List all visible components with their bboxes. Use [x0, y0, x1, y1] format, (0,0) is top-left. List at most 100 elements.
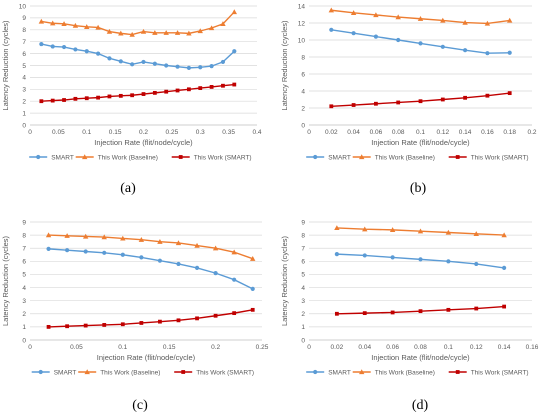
data-point: [102, 250, 107, 255]
legend-item: This Work (Baseline): [352, 154, 435, 161]
panel-label: (d): [412, 398, 429, 413]
data-point: [250, 286, 255, 291]
data-point: [141, 59, 146, 65]
series-smart: [329, 27, 512, 56]
y-tick-label: 5: [22, 272, 26, 279]
series-smart: [334, 252, 507, 270]
y-tick-label: 6: [22, 51, 26, 58]
data-point: [50, 44, 55, 49]
legend-item: SMART: [306, 154, 351, 161]
legend-item: This Work (SMART): [448, 154, 529, 161]
data-point: [65, 248, 70, 253]
legend-item: This Work (Baseline): [75, 154, 158, 161]
legend-item: SMART: [31, 369, 77, 376]
y-tick-label: 0: [301, 122, 305, 129]
data-point: [507, 91, 512, 96]
data-point: [440, 44, 445, 49]
series-line: [41, 83, 235, 102]
x-tick-label: 0: [28, 129, 32, 136]
data-point: [440, 97, 445, 102]
chart-panel-d: 0 1 2 3 4 5 6 7 8 9 0 0.02 0.04 0.06 0.08 0.1 0.12 0.14 0.…: [280, 219, 539, 413]
y-tick-label: 9: [22, 15, 26, 22]
data-point: [462, 19, 468, 25]
y-tick-label: 8: [22, 27, 26, 34]
data-point: [83, 249, 88, 254]
series-smart: [39, 41, 237, 70]
x-tick-label: 0.05: [70, 344, 83, 351]
data-point: [250, 256, 256, 261]
x-tick-label: 0.1: [82, 129, 91, 136]
data-point: [139, 255, 144, 260]
data-point: [46, 246, 51, 251]
x-tick-label: 0.02: [331, 344, 344, 351]
y-tick-label: 0: [22, 122, 26, 129]
x-tick-label: 0: [307, 344, 311, 351]
legend-label: SMART: [328, 154, 351, 161]
data-point: [157, 238, 163, 244]
y-tick-label: 2: [22, 311, 26, 318]
data-point: [130, 93, 135, 98]
legend-label: This Work (Baseline): [100, 369, 160, 376]
legend-label: SMART: [54, 369, 77, 376]
data-point: [231, 9, 237, 15]
data-point: [118, 93, 123, 98]
data-point: [84, 96, 89, 101]
data-point: [232, 82, 237, 87]
x-tick-label: 0.14: [459, 129, 472, 136]
x-tick-label: 0.1: [118, 344, 127, 351]
data-point: [396, 37, 401, 43]
data-point: [418, 99, 423, 104]
data-point: [181, 370, 186, 374]
data-point: [39, 99, 44, 104]
data-point: [176, 261, 181, 267]
data-point: [417, 16, 424, 21]
data-point: [187, 87, 191, 92]
data-point: [82, 154, 88, 160]
data-point: [463, 48, 468, 53]
x-tick-label: 0.04: [347, 129, 360, 136]
panel-label: (a): [120, 181, 136, 196]
y-tick-label: 3: [22, 298, 26, 305]
series-this-work-baseline: [38, 9, 237, 37]
legend-label: SMART: [328, 369, 351, 376]
legend-label: This Work (SMART): [471, 369, 529, 376]
x-tick-label: 0.35: [222, 129, 235, 136]
x-tick-label: 0.04: [358, 344, 371, 351]
legend: SMART This Work (Baseline) This Work (SMAR…: [306, 369, 529, 376]
x-tick-label: 0.4: [252, 129, 261, 136]
legend-label: This Work (SMART): [194, 154, 252, 161]
x-tick-label: 0.06: [386, 344, 399, 351]
data-point: [84, 24, 90, 29]
data-point: [485, 93, 490, 98]
data-point: [45, 232, 52, 238]
data-point: [359, 154, 365, 160]
data-point: [350, 10, 357, 15]
data-point: [50, 20, 56, 26]
x-tick-label: 0: [28, 344, 32, 351]
data-point: [194, 265, 200, 270]
data-point: [175, 64, 180, 69]
data-point: [50, 98, 55, 103]
data-point: [232, 277, 237, 282]
data-point: [96, 51, 101, 56]
data-point: [152, 30, 158, 35]
data-point: [455, 370, 460, 374]
data-point: [129, 31, 135, 37]
x-tick-label: 0.12: [470, 344, 483, 351]
y-tick-label: 7: [22, 39, 26, 46]
data-point: [152, 61, 157, 66]
data-point: [209, 85, 214, 89]
x-tick-label: 0.2: [527, 129, 536, 136]
data-point: [446, 259, 451, 264]
data-point: [395, 14, 401, 20]
data-point: [118, 59, 123, 64]
chart-panel-b: 0 2 4 6 8 10 12 14 0 0.02 0.04 0.06 0.08 0.1 0.12 0.14 0…: [280, 3, 537, 196]
data-point: [334, 225, 340, 231]
data-point: [418, 41, 423, 46]
data-point: [417, 228, 424, 234]
data-point: [61, 21, 67, 27]
data-point: [220, 21, 226, 27]
data-point: [474, 261, 479, 267]
y-tick-label: 6: [301, 71, 305, 78]
data-point: [72, 22, 79, 28]
